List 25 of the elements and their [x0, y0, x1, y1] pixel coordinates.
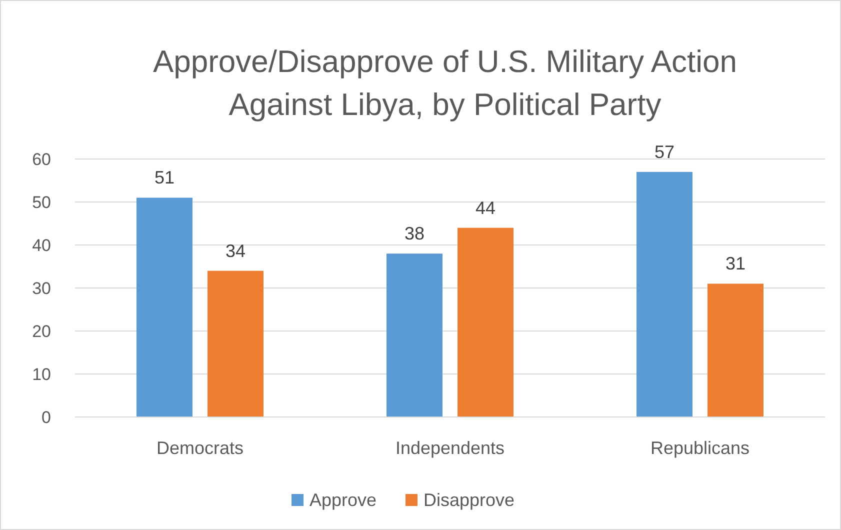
y-tick-label: 60: [32, 150, 51, 169]
legend-label: Disapprove: [424, 490, 515, 510]
data-label: 44: [475, 198, 496, 218]
y-tick-label: 50: [32, 193, 51, 212]
y-tick-label: 10: [32, 365, 51, 384]
y-tick-label: 0: [42, 408, 51, 427]
bar: [386, 254, 442, 417]
data-label: 51: [154, 168, 175, 188]
bar: [136, 198, 192, 417]
x-tick-label: Independents: [395, 438, 505, 458]
x-tick-label: Republicans: [650, 438, 750, 458]
data-label: 57: [654, 142, 675, 162]
legend-label: Approve: [310, 490, 377, 510]
x-tick-label: Democrats: [156, 438, 244, 458]
y-tick-label: 30: [32, 279, 51, 298]
bar: [708, 284, 764, 417]
data-label: 38: [404, 224, 425, 244]
data-label: 31: [725, 254, 746, 274]
bar: [458, 228, 514, 417]
y-tick-label: 20: [32, 322, 51, 341]
bar: [636, 172, 692, 417]
data-label: 34: [225, 240, 246, 261]
y-tick-label: 40: [32, 236, 51, 255]
bar: [208, 270, 264, 417]
chart-title: Approve/Disapprove of U.S. Military Action Against Libya, by Political Party: [152, 44, 738, 122]
